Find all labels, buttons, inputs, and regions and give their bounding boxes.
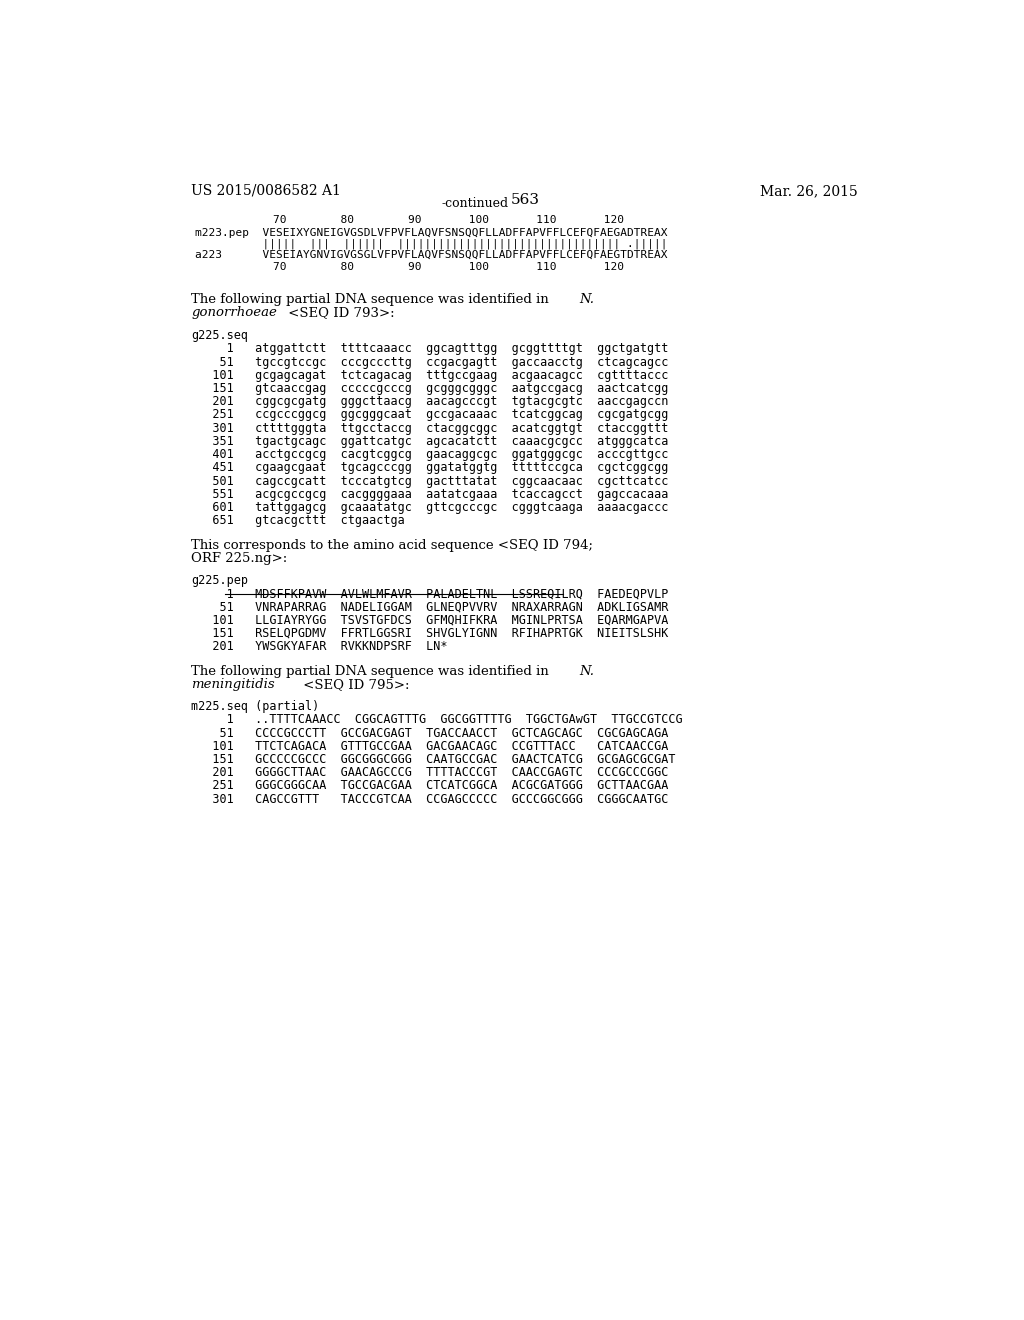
Text: 101   gcgagcagat  tctcagacag  tttgccgaag  acgaacagcc  cgttttaccc: 101 gcgagcagat tctcagacag tttgccgaag acg… bbox=[191, 368, 669, 381]
Text: m223.pep  VESEIXYGNEIGVGSDLVFPVFLAQVFSNSQQFLLADFFAPVFFLCEFQFAEGADTREAX: m223.pep VESEIXYGNEIGVGSDLVFPVFLAQVFSNSQ… bbox=[196, 227, 668, 238]
Text: ORF 225.ng>:: ORF 225.ng>: bbox=[191, 552, 288, 565]
Text: 51   tgccgtccgc  cccgcccttg  ccgacgagtt  gaccaacctg  ctcagcagcc: 51 tgccgtccgc cccgcccttg ccgacgagtt gacc… bbox=[191, 355, 669, 368]
Text: 401   acctgccgcg  cacgtcggcg  gaacaggcgc  ggatgggcgc  acccgttgcc: 401 acctgccgcg cacgtcggcg gaacaggcgc gga… bbox=[191, 447, 669, 461]
Text: a223      VESEIAYGNVIGVGSGLVFPVFLAQVFSNSQQFLLADFFAPVFFLCEFQFAEGTDTREAX: a223 VESEIAYGNVIGVGSGLVFPVFLAQVFSNSQQFLL… bbox=[196, 249, 668, 260]
Text: -continued: -continued bbox=[441, 197, 509, 210]
Text: 501   cagccgcatt  tcccatgtcg  gactttatat  cggcaacaac  cgcttcatcc: 501 cagccgcatt tcccatgtcg gactttatat cgg… bbox=[191, 474, 669, 487]
Text: 101   TTCTCAGACA  GTTTGCCGAA  GACGAACAGC  CCGTTTACC   CATCAACCGA: 101 TTCTCAGACA GTTTGCCGAA GACGAACAGC CCG… bbox=[191, 739, 669, 752]
Text: US 2015/0086582 A1: US 2015/0086582 A1 bbox=[191, 183, 341, 198]
Text: 201   YWSGKYAFAR  RVKKNDPSRF  LN*: 201 YWSGKYAFAR RVKKNDPSRF LN* bbox=[191, 640, 447, 653]
Text: g225.seq: g225.seq bbox=[191, 329, 249, 342]
Text: The following partial DNA sequence was identified in: The following partial DNA sequence was i… bbox=[191, 664, 554, 677]
Text: 201   GGGGCTTAAC  GAACAGCCCG  TTTTACCCGT  CAACCGAGTC  CCCGCCCGGC: 201 GGGGCTTAAC GAACAGCCCG TTTTACCCGT CAA… bbox=[191, 766, 669, 779]
Text: 201   cggcgcgatg  gggcttaacg  aacagcccgt  tgtacgcgtc  aaccgagccn: 201 cggcgcgatg gggcttaacg aacagcccgt tgt… bbox=[191, 395, 669, 408]
Text: 1   atggattctt  ttttcaaacc  ggcagtttgg  gcggttttgt  ggctgatgtt: 1 atggattctt ttttcaaacc ggcagtttgg gcggt… bbox=[191, 342, 669, 355]
Text: The following partial DNA sequence was identified in: The following partial DNA sequence was i… bbox=[191, 293, 554, 305]
Text: 651   gtcacgcttt  ctgaactga: 651 gtcacgcttt ctgaactga bbox=[191, 515, 406, 527]
Text: 1   ..TTTTCAAACC  CGGCAGTTTG  GGCGGTTTTG  TGGCTGAwGT  TTGCCGTCCG: 1 ..TTTTCAAACC CGGCAGTTTG GGCGGTTTTG TGG… bbox=[191, 713, 683, 726]
Text: This corresponds to the amino acid sequence <SEQ ID 794;: This corresponds to the amino acid seque… bbox=[191, 539, 594, 552]
Text: 1   MDSFFKPAVW  AVLWLMFAVR  PALADELTNL  LSSREQILRQ  FAEDEQPVLP: 1 MDSFFKPAVW AVLWLMFAVR PALADELTNL LSSRE… bbox=[191, 587, 669, 601]
Text: 301   CAGCCGTTT   TACCCGTCAA  CCGAGCCCCC  GCCCGGCGGG  CGGGCAATGC: 301 CAGCCGTTT TACCCGTCAA CCGAGCCCCC GCCC… bbox=[191, 792, 669, 805]
Text: <SEQ ID 793>:: <SEQ ID 793>: bbox=[285, 306, 395, 318]
Text: 251   ccgcccggcg  ggcgggcaat  gccgacaaac  tcatcggcag  cgcgatgcgg: 251 ccgcccggcg ggcgggcaat gccgacaaac tca… bbox=[191, 408, 669, 421]
Text: g225.pep: g225.pep bbox=[191, 574, 249, 587]
Text: 151   gtcaaccgag  cccccgcccg  gcgggcgggc  aatgccgacg  aactcatcgg: 151 gtcaaccgag cccccgcccg gcgggcgggc aat… bbox=[191, 381, 669, 395]
Text: 151   RSELQPGDMV  FFRTLGGSRI  SHVGLYIGNN  RFIHAPRTGK  NIEITSLSHK: 151 RSELQPGDMV FFRTLGGSRI SHVGLYIGNN RFI… bbox=[191, 627, 669, 640]
Text: 51   CCCCGCCCTT  GCCGACGAGT  TGACCAACCT  GCTCAGCAGC  CGCGAGCAGA: 51 CCCCGCCCTT GCCGACGAGT TGACCAACCT GCTC… bbox=[191, 726, 669, 739]
Text: 101   LLGIAYRYGG  TSVSTGFDCS  GFMQHIFKRA  MGINLPRTSA  EQARMGAPVA: 101 LLGIAYRYGG TSVSTGFDCS GFMQHIFKRA MGI… bbox=[191, 614, 669, 627]
Text: 151   GCCCCCGCCC  GGCGGGCGGG  CAATGCCGAC  GAACTCATCG  GCGAGCGCGAT: 151 GCCCCCGCCC GGCGGGCGGG CAATGCCGAC GAA… bbox=[191, 752, 676, 766]
Text: <SEQ ID 795>:: <SEQ ID 795>: bbox=[299, 677, 410, 690]
Text: 301   cttttgggta  ttgcctaccg  ctacggcggc  acatcggtgt  ctaccggttt: 301 cttttgggta ttgcctaccg ctacggcggc aca… bbox=[191, 421, 669, 434]
Text: 51   VNRAPARRAG  NADELIGGAM  GLNEQPVVRV  NRAXARRAGN  ADKLIGSAMR: 51 VNRAPARRAG NADELIGGAM GLNEQPVVRV NRAX… bbox=[191, 601, 669, 614]
Text: gonorrhoeae: gonorrhoeae bbox=[191, 306, 278, 318]
Text: 70        80        90       100       110       120: 70 80 90 100 110 120 bbox=[219, 263, 625, 272]
Text: 551   acgcgccgcg  cacggggaaa  aatatcgaaa  tcaccagcct  gagccacaaa: 551 acgcgccgcg cacggggaaa aatatcgaaa tca… bbox=[191, 487, 669, 500]
Text: 251   GGGCGGGCAA  TGCCGACGAA  CTCATCGGCA  ACGCGATGGG  GCTTAACGAA: 251 GGGCGGGCAA TGCCGACGAA CTCATCGGCA ACG… bbox=[191, 779, 669, 792]
Text: m225.seq (partial): m225.seq (partial) bbox=[191, 700, 319, 713]
Text: N.: N. bbox=[580, 664, 595, 677]
Text: Mar. 26, 2015: Mar. 26, 2015 bbox=[761, 183, 858, 198]
Text: |||||  |||  ||||||  ||||||||||||||||||||||||||||||||| .|||||: ||||| ||| |||||| |||||||||||||||||||||||… bbox=[196, 239, 668, 249]
Text: 451   cgaagcgaat  tgcagcccgg  ggatatggtg  tttttccgca  cgctcggcgg: 451 cgaagcgaat tgcagcccgg ggatatggtg ttt… bbox=[191, 461, 669, 474]
Text: 563: 563 bbox=[510, 193, 540, 207]
Text: 351   tgactgcagc  ggattcatgc  agcacatctt  caaacgcgcc  atgggcatca: 351 tgactgcagc ggattcatgc agcacatctt caa… bbox=[191, 434, 669, 447]
Text: meningitidis: meningitidis bbox=[191, 677, 275, 690]
Text: N.: N. bbox=[580, 293, 595, 305]
Text: 601   tattggagcg  gcaaatatgc  gttcgcccgc  cgggtcaaga  aaaacgaccc: 601 tattggagcg gcaaatatgc gttcgcccgc cgg… bbox=[191, 500, 669, 513]
Text: 70        80        90       100       110       120: 70 80 90 100 110 120 bbox=[219, 215, 625, 226]
